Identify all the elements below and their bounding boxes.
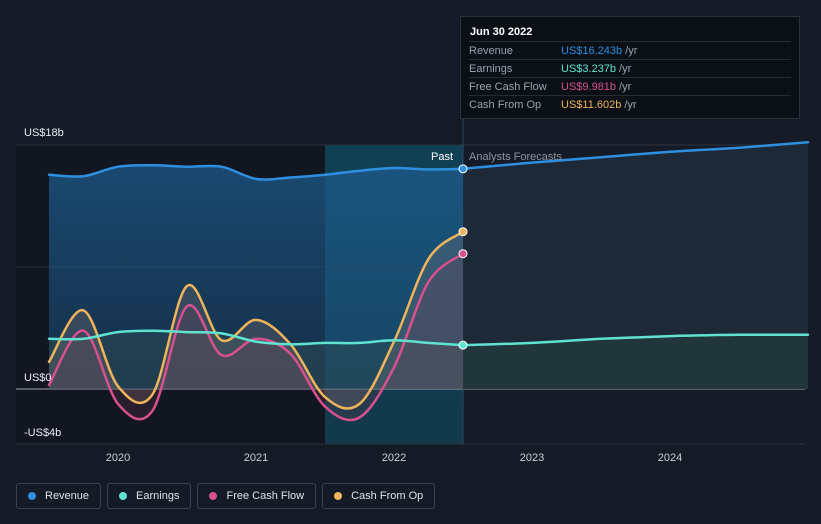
free-cash-flow-marker	[458, 249, 468, 259]
tooltip-row-label: Revenue	[469, 44, 514, 57]
earnings-dot-icon	[119, 492, 128, 500]
x-tick-label: 2022	[382, 452, 406, 464]
x-tick-label: 2020	[106, 452, 130, 464]
legend-item-earnings[interactable]: Earnings	[107, 483, 192, 509]
free-cash-flow-area	[49, 253, 463, 421]
cash-from-op-dot-icon	[334, 492, 343, 500]
revenue-forecast-line	[461, 141, 810, 171]
chart-end-points	[458, 164, 468, 350]
earnings-line	[47, 329, 465, 347]
data-tooltip: Jun 30 2022 Revenue US$16.243b /yr Earni…	[460, 16, 800, 119]
tooltip-row-label: Cash From Op	[469, 98, 542, 111]
chart-legend: Revenue Earnings Free Cash Flow Cash Fro…	[16, 483, 436, 509]
cash-from-op-marker	[458, 227, 468, 237]
chart-axis-labels: US$18b US$0 -US$4b Past Analysts Forecas…	[24, 127, 682, 464]
revenue-dot-icon	[28, 492, 36, 500]
legend-label: Revenue	[45, 490, 90, 502]
tooltip-row-revenue: Revenue US$16.243b /yr	[469, 41, 791, 59]
x-tick-label: 2021	[244, 452, 268, 464]
tooltip-row-value: US$3.237b	[561, 62, 617, 75]
earnings-forecast-area	[463, 334, 808, 389]
tooltip-row-value: US$16.243b	[561, 44, 623, 57]
tooltip-row-cash-from-op: Cash From Op US$11.602b /yr	[469, 95, 791, 113]
free-cash-flow-dot-icon	[209, 492, 218, 500]
revenue-forecast-area	[463, 142, 808, 389]
tooltip-row-free-cash-flow: Free Cash Flow US$9.981b /yr	[469, 77, 791, 95]
y-tick-label-bottom: -US$4b	[24, 427, 61, 439]
earnings-forecast-line	[461, 333, 810, 347]
forecast-label: Analysts Forecasts	[469, 151, 562, 163]
tooltip-row-unit: /yr	[619, 80, 632, 93]
legend-item-revenue[interactable]: Revenue	[16, 483, 102, 509]
tooltip-row-value: US$9.981b	[561, 80, 617, 93]
tooltip-row-unit: /yr	[625, 44, 638, 57]
tooltip-row-unit: /yr	[624, 98, 637, 111]
legend-item-cash-from-op[interactable]: Cash From Op	[322, 483, 436, 509]
x-tick-label: 2024	[658, 452, 682, 464]
legend-label: Cash From Op	[351, 490, 424, 502]
tooltip-row-value: US$11.602b	[561, 98, 622, 111]
earnings-marker	[458, 340, 468, 350]
legend-label: Earnings	[136, 490, 180, 502]
past-label: Past	[431, 151, 453, 163]
legend-item-free-cash-flow[interactable]: Free Cash Flow	[197, 483, 317, 509]
y-tick-label-top: US$18b	[24, 127, 64, 139]
earnings-area	[49, 330, 463, 389]
chart-series-lines	[47, 141, 810, 422]
tooltip-date: Jun 30 2022	[470, 26, 533, 38]
tooltip-row-label: Free Cash Flow	[469, 80, 547, 93]
tooltip-row-label: Earnings	[469, 62, 513, 75]
tooltip-row-earnings: Earnings US$3.237b /yr	[469, 59, 791, 77]
legend-label: Free Cash Flow	[226, 490, 305, 502]
revenue-marker	[458, 164, 468, 174]
revenue-line	[47, 164, 465, 181]
chart-areas	[49, 142, 808, 421]
y-tick-label-zero: US$0	[24, 372, 52, 384]
tooltip-row-unit: /yr	[619, 62, 632, 75]
x-tick-label: 2023	[520, 452, 544, 464]
cash-from-op-line	[47, 230, 465, 410]
